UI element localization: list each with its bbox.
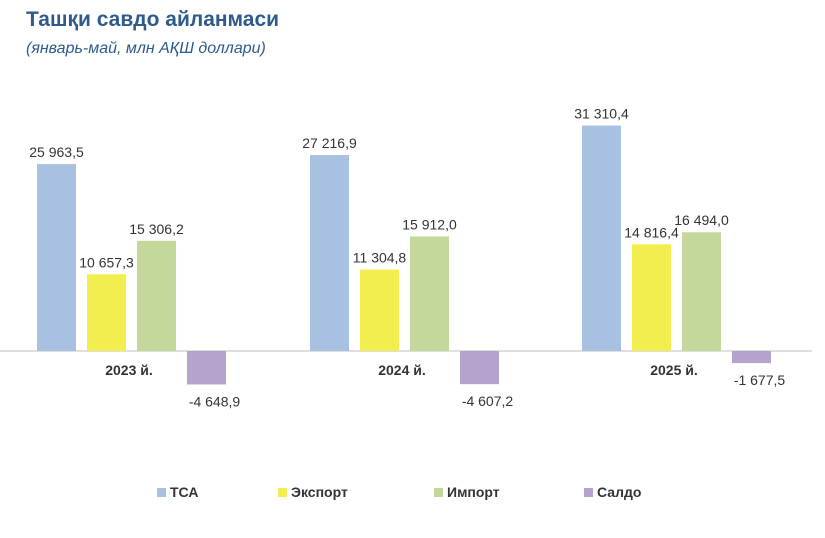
legend-swatch xyxy=(434,487,443,497)
data-label: 14 816,4 xyxy=(624,224,679,240)
bar-3-1 xyxy=(460,351,499,385)
data-label: 10 657,3 xyxy=(79,254,134,270)
data-label: 15 306,2 xyxy=(129,221,184,237)
legend-item: ТСА xyxy=(157,484,198,500)
bar-2-2 xyxy=(682,232,721,351)
data-label: -4 607,2 xyxy=(462,393,514,409)
data-label: 27 216,9 xyxy=(302,135,357,151)
data-label: -4 648,9 xyxy=(189,393,241,409)
bar-1-1 xyxy=(360,269,399,351)
bar-0-2 xyxy=(582,125,621,351)
legend-label: ТСА xyxy=(170,484,199,500)
bar-1-0 xyxy=(87,274,126,351)
bar-3-0 xyxy=(187,351,226,385)
bar-chart: 25 963,5 27 216,9 31 310,4 10 657,3 11 304,8… xyxy=(0,106,812,409)
legend-label: Салдо xyxy=(597,484,642,500)
bar-0-1 xyxy=(310,155,349,351)
legend-swatch xyxy=(278,487,287,497)
data-label: 31 310,4 xyxy=(574,106,629,122)
data-label: 15 912,0 xyxy=(402,216,457,232)
legend-swatch xyxy=(157,487,166,497)
data-label: -1 677,5 xyxy=(734,372,786,388)
chart-title: Ташқи савдо айланмаси xyxy=(26,8,280,31)
chart-legend: ТСА Экспорт Импорт Салдо xyxy=(0,484,825,508)
category-label: 2023 й. xyxy=(105,362,153,378)
legend-item: Экспорт xyxy=(278,484,348,500)
legend-label: Импорт xyxy=(447,484,500,500)
chart-subtitle: (январь-май, млн АҚШ доллари) xyxy=(26,40,266,57)
legend-swatch xyxy=(584,487,593,497)
bar-2-1 xyxy=(410,236,449,351)
data-label: 25 963,5 xyxy=(29,144,84,160)
category-label: 2025 й. xyxy=(650,362,698,378)
bar-1-2 xyxy=(632,244,671,351)
legend-item: Салдо xyxy=(584,484,641,500)
bar-0-0 xyxy=(37,164,76,351)
bar-2-0 xyxy=(137,240,176,351)
legend-label: Экспорт xyxy=(291,484,348,500)
category-label: 2024 й. xyxy=(378,362,426,378)
legend-item: Импорт xyxy=(434,484,500,500)
data-label: 16 494,0 xyxy=(674,212,729,228)
bar-3-2 xyxy=(732,351,771,364)
data-label: 11 304,8 xyxy=(353,250,407,266)
